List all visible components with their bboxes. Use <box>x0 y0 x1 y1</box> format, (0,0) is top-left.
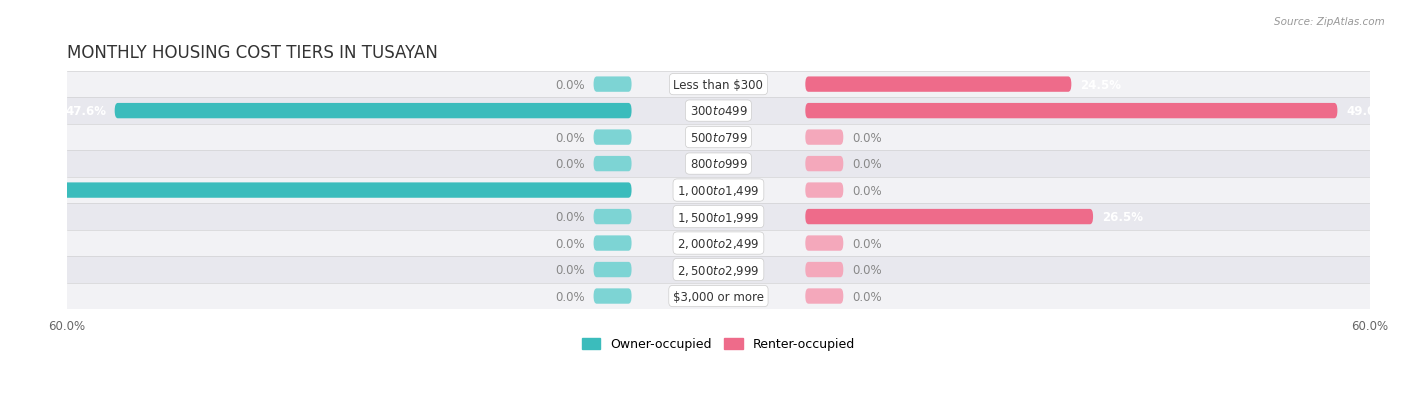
Text: 0.0%: 0.0% <box>852 131 882 144</box>
FancyBboxPatch shape <box>806 289 844 304</box>
Text: 24.5%: 24.5% <box>1080 78 1121 91</box>
Bar <box>67 204 1369 230</box>
Text: 0.0%: 0.0% <box>852 263 882 276</box>
Legend: Owner-occupied, Renter-occupied: Owner-occupied, Renter-occupied <box>576 333 860 356</box>
Bar <box>67 98 1369 125</box>
Text: 49.0%: 49.0% <box>1346 105 1388 118</box>
Bar <box>67 256 1369 283</box>
Text: $300 to $499: $300 to $499 <box>689 105 748 118</box>
Bar <box>67 151 1369 178</box>
FancyBboxPatch shape <box>115 104 631 119</box>
Text: $1,000 to $1,499: $1,000 to $1,499 <box>678 184 759 197</box>
FancyBboxPatch shape <box>806 183 844 198</box>
FancyBboxPatch shape <box>806 209 1092 225</box>
Text: 47.6%: 47.6% <box>65 105 105 118</box>
Text: 0.0%: 0.0% <box>852 237 882 250</box>
Text: 0.0%: 0.0% <box>852 184 882 197</box>
Bar <box>67 125 1369 151</box>
FancyBboxPatch shape <box>593 77 631 93</box>
FancyBboxPatch shape <box>593 209 631 225</box>
Text: $2,000 to $2,499: $2,000 to $2,499 <box>678 237 759 250</box>
Text: $800 to $999: $800 to $999 <box>689 158 748 171</box>
Text: 0.0%: 0.0% <box>555 211 585 223</box>
FancyBboxPatch shape <box>806 77 1071 93</box>
Text: Less than $300: Less than $300 <box>673 78 763 91</box>
FancyBboxPatch shape <box>806 262 844 278</box>
Text: 0.0%: 0.0% <box>555 263 585 276</box>
FancyBboxPatch shape <box>593 130 631 145</box>
Text: 0.0%: 0.0% <box>555 131 585 144</box>
Text: 0.0%: 0.0% <box>852 290 882 303</box>
Text: 0.0%: 0.0% <box>555 237 585 250</box>
Text: 0.0%: 0.0% <box>852 158 882 171</box>
Bar <box>67 230 1369 256</box>
Text: 0.0%: 0.0% <box>555 158 585 171</box>
FancyBboxPatch shape <box>806 104 1337 119</box>
Text: 0.0%: 0.0% <box>555 78 585 91</box>
FancyBboxPatch shape <box>806 236 844 251</box>
FancyBboxPatch shape <box>593 157 631 172</box>
FancyBboxPatch shape <box>593 262 631 278</box>
Text: Source: ZipAtlas.com: Source: ZipAtlas.com <box>1274 17 1385 26</box>
Bar <box>67 72 1369 98</box>
FancyBboxPatch shape <box>806 130 844 145</box>
Text: 0.0%: 0.0% <box>555 290 585 303</box>
Bar <box>67 178 1369 204</box>
Text: $1,500 to $1,999: $1,500 to $1,999 <box>678 210 759 224</box>
Text: $2,500 to $2,999: $2,500 to $2,999 <box>678 263 759 277</box>
FancyBboxPatch shape <box>806 157 844 172</box>
FancyBboxPatch shape <box>593 289 631 304</box>
FancyBboxPatch shape <box>62 183 631 198</box>
Bar <box>67 283 1369 309</box>
Text: $500 to $799: $500 to $799 <box>689 131 748 144</box>
Text: 26.5%: 26.5% <box>1102 211 1143 223</box>
Text: MONTHLY HOUSING COST TIERS IN TUSAYAN: MONTHLY HOUSING COST TIERS IN TUSAYAN <box>67 44 437 62</box>
FancyBboxPatch shape <box>593 236 631 251</box>
Text: 52.4%: 52.4% <box>13 184 53 197</box>
Text: $3,000 or more: $3,000 or more <box>673 290 763 303</box>
